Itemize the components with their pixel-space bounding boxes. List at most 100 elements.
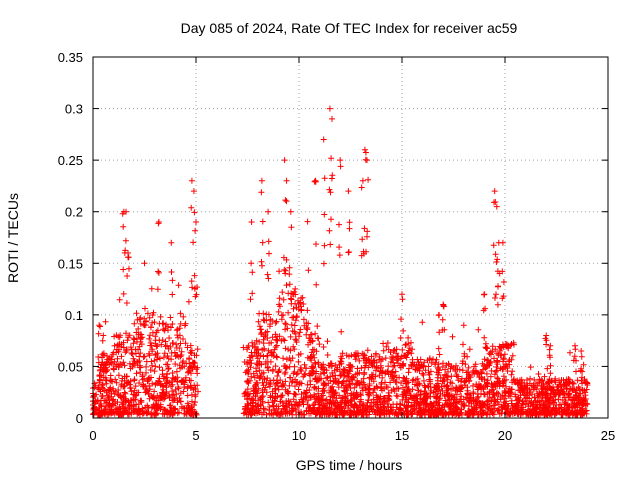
data-point bbox=[149, 380, 156, 387]
data-point bbox=[341, 394, 347, 401]
data-point bbox=[103, 364, 110, 371]
data-point bbox=[194, 364, 201, 371]
data-point bbox=[500, 355, 507, 362]
data-point bbox=[427, 380, 434, 387]
data-point bbox=[169, 388, 176, 395]
data-point bbox=[272, 363, 279, 370]
data-point bbox=[162, 325, 169, 332]
data-point bbox=[471, 363, 478, 370]
data-point bbox=[298, 396, 305, 403]
data-point bbox=[578, 406, 585, 413]
data-point bbox=[321, 211, 328, 218]
data-point bbox=[121, 409, 128, 416]
data-point bbox=[176, 409, 182, 416]
data-point bbox=[311, 178, 318, 185]
data-point bbox=[282, 410, 289, 417]
data-point bbox=[291, 328, 298, 335]
data-point bbox=[505, 358, 512, 365]
data-point bbox=[149, 312, 156, 318]
data-point bbox=[297, 366, 304, 373]
data-point bbox=[169, 340, 176, 346]
data-point bbox=[106, 409, 113, 416]
data-point bbox=[359, 385, 366, 392]
data-point bbox=[368, 353, 375, 360]
data-point bbox=[405, 340, 412, 347]
data-point bbox=[133, 310, 140, 317]
data-point bbox=[416, 381, 423, 388]
data-point bbox=[480, 386, 487, 393]
data-point bbox=[281, 370, 288, 377]
data-point bbox=[125, 250, 131, 256]
data-point bbox=[366, 411, 372, 418]
data-point bbox=[328, 216, 334, 223]
data-point bbox=[450, 406, 457, 412]
data-point bbox=[310, 351, 317, 358]
data-point bbox=[173, 327, 180, 334]
data-point bbox=[287, 295, 294, 302]
data-point bbox=[444, 376, 451, 383]
data-point bbox=[524, 385, 531, 392]
data-point bbox=[301, 361, 308, 368]
data-point bbox=[397, 335, 404, 341]
data-point bbox=[298, 368, 305, 374]
data-point bbox=[289, 405, 296, 412]
data-point bbox=[394, 411, 400, 418]
data-point bbox=[434, 402, 441, 409]
data-point bbox=[126, 265, 132, 272]
data-point bbox=[158, 341, 165, 348]
data-point bbox=[304, 381, 311, 388]
data-point bbox=[420, 377, 427, 384]
data-point bbox=[123, 300, 130, 306]
data-point bbox=[264, 358, 271, 365]
data-point bbox=[402, 342, 409, 348]
data-point bbox=[332, 375, 339, 382]
data-point bbox=[293, 337, 300, 344]
data-point bbox=[141, 353, 148, 360]
data-point bbox=[175, 384, 181, 390]
data-point bbox=[175, 334, 181, 341]
data-point bbox=[491, 188, 498, 195]
data-point bbox=[175, 282, 182, 289]
data-point bbox=[378, 409, 384, 416]
data-point bbox=[321, 242, 328, 249]
data-point bbox=[275, 386, 282, 393]
data-point bbox=[381, 398, 388, 405]
data-point bbox=[164, 361, 171, 368]
data-point bbox=[320, 408, 327, 415]
data-point bbox=[180, 388, 187, 395]
data-point bbox=[273, 353, 280, 360]
data-point bbox=[107, 372, 114, 379]
data-point bbox=[139, 405, 146, 412]
data-point bbox=[489, 343, 496, 350]
data-point bbox=[284, 325, 291, 332]
data-point bbox=[505, 388, 512, 395]
data-point bbox=[134, 338, 140, 345]
data-point bbox=[520, 401, 527, 408]
data-point bbox=[135, 406, 142, 413]
data-point bbox=[345, 188, 352, 195]
data-point bbox=[434, 411, 441, 418]
data-point bbox=[393, 392, 400, 399]
data-point bbox=[491, 371, 498, 378]
data-point bbox=[297, 326, 304, 333]
data-point bbox=[457, 396, 464, 403]
data-point bbox=[343, 386, 350, 393]
data-point bbox=[315, 335, 322, 342]
data-point bbox=[244, 378, 251, 385]
data-point bbox=[323, 375, 330, 382]
data-point bbox=[260, 336, 267, 343]
data-point bbox=[155, 269, 162, 276]
data-point bbox=[539, 393, 546, 399]
data-point bbox=[153, 343, 160, 350]
data-point bbox=[380, 347, 387, 354]
data-point bbox=[270, 402, 277, 409]
data-point bbox=[539, 378, 546, 384]
data-point bbox=[356, 357, 363, 364]
data-point bbox=[448, 363, 455, 370]
data-point bbox=[274, 383, 281, 390]
data-point bbox=[289, 314, 296, 321]
data-point bbox=[288, 224, 295, 231]
data-point bbox=[500, 279, 507, 285]
data-point bbox=[304, 401, 311, 408]
data-point bbox=[259, 347, 266, 353]
